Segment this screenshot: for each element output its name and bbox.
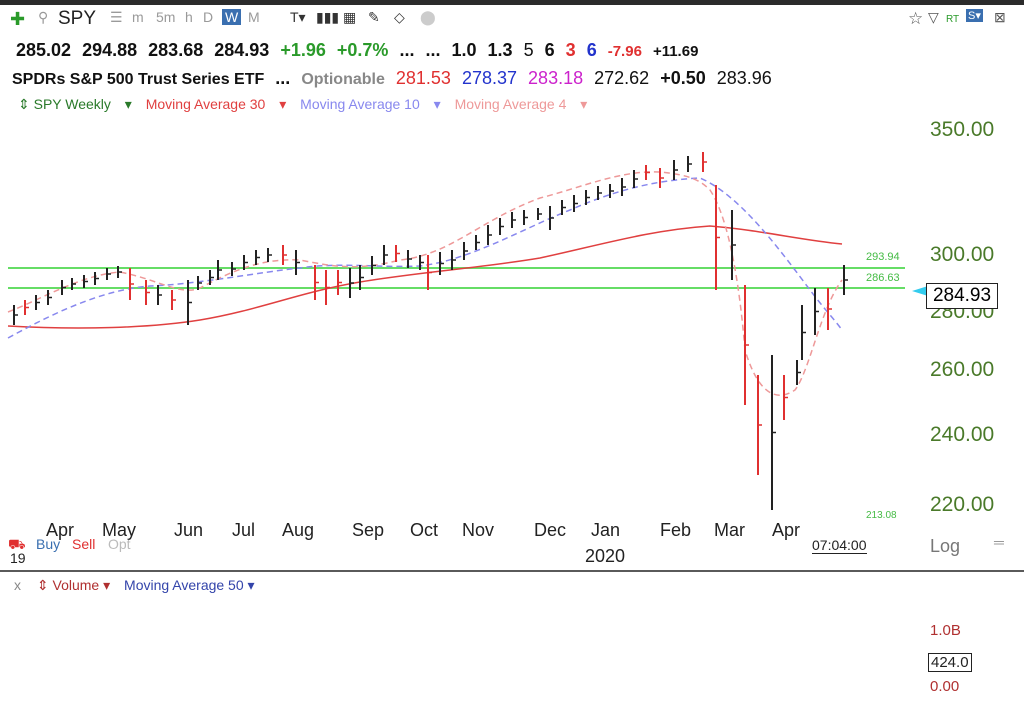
x-label-sep: Sep — [352, 520, 385, 540]
legend-volume-ma[interactable]: Moving Average 50 ▾ — [124, 577, 255, 593]
add-icon[interactable]: ✚ — [10, 9, 26, 29]
sell-label[interactable]: Sell — [72, 536, 96, 552]
tag-icon[interactable]: ◇ — [394, 9, 405, 25]
hline-label-1: 293.94 — [866, 251, 900, 263]
pencil-icon[interactable]: ✎ — [368, 9, 380, 25]
hline-label-2: 286.63 — [866, 272, 900, 284]
time-label: 07:04:00 — [812, 537, 867, 554]
pos-value: +11.69 — [652, 43, 699, 60]
legend-ma30[interactable]: Moving Average 30 ▾ — [145, 96, 287, 112]
opt-label[interactable]: Opt — [108, 536, 131, 552]
optionable-label: Optionable — [301, 71, 385, 88]
volume-legend: x ⇕ Volume ▾ Moving Average 50 ▾ — [14, 577, 255, 594]
rating-1: 5 — [523, 40, 534, 60]
legend-ma10[interactable]: Moving Average 10 ▾ — [300, 96, 441, 112]
x-label-mar: Mar — [714, 520, 745, 540]
title-bar: ✚ ⚲ SPY ☰ m 5m h D W M T▾ ▮▮▮ ▦ ✎ ◇ ⬤ ☆ … — [0, 0, 1024, 34]
dots-3: ... — [275, 68, 291, 88]
timeframe-5m[interactable]: 5m — [156, 9, 176, 25]
change-value: +1.96 — [280, 40, 326, 60]
low-marker-label: 213.08 — [866, 510, 897, 521]
candlesticks — [13, 152, 848, 510]
bar-chart-icon[interactable]: ▮▮▮ — [316, 9, 340, 25]
timeframe-w[interactable]: W — [222, 9, 242, 25]
year-19-label: 19 — [10, 550, 26, 566]
s-icon[interactable]: S▾ — [966, 9, 983, 22]
timeframe-d[interactable]: D — [203, 9, 214, 25]
rating-4: 6 — [586, 40, 597, 60]
star-icon[interactable]: ☆ — [908, 9, 924, 28]
high-value: 294.88 — [82, 40, 138, 60]
quote-line-2: SPDRs S&P 500 Trust Series ETF ... Optio… — [12, 68, 778, 89]
security-name: SPDRs S&P 500 Trust Series ETF — [12, 71, 265, 88]
y-tick-260: 260.00 — [930, 358, 995, 381]
legend-ma4[interactable]: Moving Average 4 ▾ — [454, 96, 588, 112]
x-label-may: May — [102, 520, 137, 540]
legend-volume[interactable]: ⇕ Volume ▾ — [36, 577, 111, 593]
x-label-aug: Aug — [282, 520, 315, 540]
text-tool-icon[interactable]: T▾ — [290, 9, 306, 25]
y-tick-220: 220.00 — [930, 493, 995, 516]
ma4-value: 283.18 — [528, 68, 584, 88]
ma10-value: 278.37 — [461, 68, 518, 88]
last-value: 283.96 — [716, 68, 772, 88]
grid-icon[interactable]: ▦ — [343, 9, 357, 25]
x-label-apr: Apr — [46, 520, 75, 540]
ma4-line — [7, 171, 843, 396]
x-label-feb: Feb — [660, 520, 692, 540]
close-value: 284.93 — [214, 40, 270, 60]
open-value: 285.02 — [16, 40, 72, 60]
menu-icon[interactable]: ═ — [994, 534, 1004, 550]
y-tick-350: 350.00 — [930, 118, 995, 141]
realtime-icon[interactable]: RT — [946, 14, 960, 25]
current-price-box: 284.93 — [926, 283, 998, 309]
year-label: 2020 — [585, 546, 626, 566]
vol-current-box: 424.0 — [928, 653, 972, 672]
price-legend: ⇕ SPY Weekly ▾ Moving Average 30 ▾ Movin… — [18, 96, 597, 113]
timeframe-h[interactable]: h — [185, 9, 193, 25]
timeframe-month[interactable]: M — [248, 9, 260, 25]
ma10-line — [7, 177, 843, 339]
price-pointer-icon — [912, 286, 928, 296]
buy-label[interactable]: Buy — [36, 536, 61, 552]
vol-tick-0: 0.00 — [930, 678, 960, 695]
pane-divider[interactable] — [0, 570, 1024, 572]
pin-icon[interactable]: ⚲ — [38, 9, 49, 25]
list-icon[interactable]: ☰ — [110, 9, 123, 25]
dots-2: ... — [425, 40, 441, 60]
x-label-dec: Dec — [534, 520, 567, 540]
low-value: 283.68 — [148, 40, 204, 60]
y-tick-240: 240.00 — [930, 423, 995, 446]
dots-1: ... — [399, 40, 415, 60]
timeframe-m[interactable]: m — [132, 9, 144, 25]
share-icon[interactable]: ⬤ — [420, 9, 436, 25]
x-label-nov: Nov — [462, 520, 495, 540]
basket-icon[interactable]: ⛟ — [8, 536, 26, 552]
x-label-jun: Jun — [174, 520, 204, 540]
x-label-jul: Jul — [232, 520, 256, 540]
filter-icon[interactable]: ▽ — [928, 9, 939, 25]
quote-line-1: 285.02 294.88 283.68 284.93 +1.96 +0.7% … — [16, 40, 704, 61]
volume-close-icon[interactable]: x — [14, 577, 21, 593]
price-chart[interactable] — [0, 100, 1024, 570]
change-pct-value: +0.7% — [336, 40, 389, 60]
rating-2: 6 — [544, 40, 555, 60]
x-label-jan: Jan — [591, 520, 621, 540]
ma30-value: 281.53 — [395, 68, 451, 88]
y-tick-300: 300.00 — [930, 243, 995, 266]
legend-series[interactable]: ⇕ SPY Weekly ▾ — [18, 96, 132, 112]
neg-value: -7.96 — [607, 43, 642, 60]
vol-tick-1b: 1.0B — [930, 622, 961, 639]
chg-value: +0.50 — [660, 68, 706, 88]
value-2: 1.3 — [487, 40, 513, 60]
ma30-line — [7, 225, 843, 329]
symbol-field[interactable]: SPY — [58, 8, 97, 29]
log-toggle[interactable]: Log — [930, 536, 961, 556]
x-label-oct: Oct — [410, 520, 439, 540]
rating-3: 3 — [565, 40, 576, 60]
value-1: 1.0 — [451, 40, 477, 60]
x-label-apr-2020: Apr — [772, 520, 801, 540]
other-value: 272.62 — [594, 68, 650, 88]
close-icon[interactable]: ⊠ — [994, 9, 1006, 25]
